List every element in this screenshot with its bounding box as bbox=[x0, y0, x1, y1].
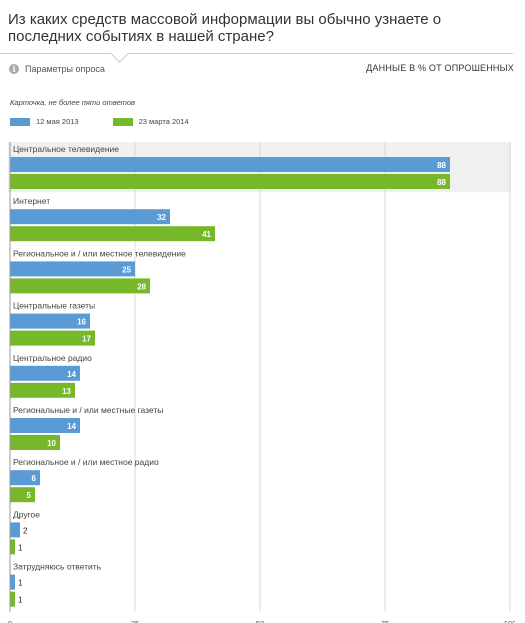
bar bbox=[10, 330, 95, 346]
data-label: 13 bbox=[62, 387, 71, 396]
bar bbox=[10, 382, 75, 398]
data-label: 5 bbox=[27, 491, 32, 500]
data-label: 28 bbox=[137, 282, 146, 291]
legend-swatch-series-2 bbox=[112, 117, 133, 126]
tick-label: 75 bbox=[381, 619, 389, 623]
data-label: 25 bbox=[122, 265, 131, 274]
data-label: 2 bbox=[23, 526, 28, 535]
bar bbox=[10, 435, 60, 450]
category-label: Центральное радио bbox=[13, 353, 92, 363]
category-label: Региональные и / или местные газеты bbox=[13, 405, 163, 415]
data-label: 32 bbox=[157, 213, 166, 222]
data-label: 14 bbox=[67, 370, 76, 379]
tick-label: 0 bbox=[8, 619, 12, 623]
data-label: 10 bbox=[47, 439, 56, 448]
survey-params-toggle[interactable]: i Параметры опроса bbox=[9, 62, 105, 76]
bar bbox=[10, 174, 450, 189]
data-label: 6 bbox=[32, 474, 37, 483]
category-label: Региональное и / или местное телевидение bbox=[13, 248, 186, 258]
bar bbox=[10, 522, 20, 538]
question-note: Карточка, не более пяти ответов bbox=[10, 98, 135, 107]
bar bbox=[10, 226, 215, 242]
legend-item-series-1: 12 мая 2013 bbox=[10, 117, 79, 126]
data-label: 1 bbox=[18, 579, 23, 588]
tick-label: 100 bbox=[504, 619, 515, 623]
bar bbox=[10, 574, 15, 590]
bar bbox=[10, 313, 90, 329]
info-icon: i bbox=[9, 64, 19, 74]
category-label: Центральные газеты bbox=[13, 301, 95, 311]
legend-label-series-1: 12 мая 2013 bbox=[36, 117, 79, 126]
bar bbox=[10, 365, 80, 381]
header-divider bbox=[0, 53, 513, 54]
data-label: 17 bbox=[82, 335, 91, 344]
category-label: Региональное и / или местное радио bbox=[13, 457, 159, 467]
bar bbox=[10, 591, 15, 607]
tick-label: 25 bbox=[131, 619, 139, 623]
data-label: 88 bbox=[437, 178, 446, 187]
bar bbox=[10, 278, 150, 294]
bar bbox=[10, 418, 80, 433]
bar bbox=[10, 157, 450, 172]
bar bbox=[10, 470, 40, 486]
data-label: 16 bbox=[77, 318, 86, 327]
category-label: Центральное телевидение bbox=[13, 144, 119, 154]
data-label: 88 bbox=[437, 161, 446, 170]
bar bbox=[10, 209, 170, 225]
bar bbox=[10, 487, 35, 503]
legend-label-series-2: 23 марта 2014 bbox=[138, 117, 189, 126]
data-label: 1 bbox=[18, 543, 23, 552]
bar bbox=[10, 261, 135, 277]
legend-swatch-series-1 bbox=[10, 117, 30, 126]
divider-notch bbox=[110, 44, 129, 63]
units-label: ДАННЫЕ В % ОТ ОПРОШЕННЫХ bbox=[366, 63, 514, 73]
category-label: Затрудняюсь ответить bbox=[13, 562, 102, 572]
bar-chart: Центральное телевидение 88 88 Интернет 32 41 Р… bbox=[8, 142, 515, 623]
chart-title: Из каких средств массовой информации вы … bbox=[8, 11, 442, 45]
category-label: Другое bbox=[13, 509, 40, 519]
legend-item-series-2: 23 марта 2014 bbox=[112, 117, 189, 126]
survey-params-label: Параметры опроса bbox=[25, 64, 105, 74]
data-label: 1 bbox=[18, 596, 23, 605]
tick-label: 50 bbox=[256, 619, 264, 623]
chart-legend: 12 мая 2013 23 марта 2014 bbox=[10, 117, 223, 126]
data-label: 14 bbox=[67, 422, 76, 431]
data-label: 41 bbox=[202, 230, 211, 239]
category-label: Интернет bbox=[13, 196, 50, 206]
bar bbox=[10, 539, 15, 555]
